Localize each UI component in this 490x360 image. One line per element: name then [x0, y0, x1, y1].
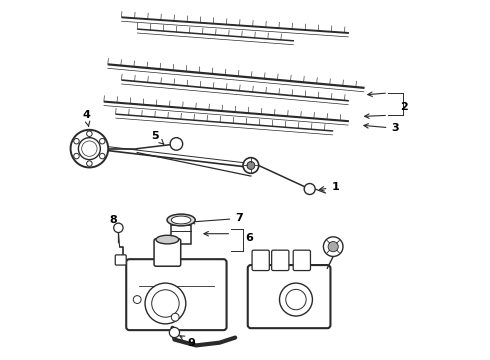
FancyBboxPatch shape	[115, 255, 126, 265]
Circle shape	[247, 162, 255, 170]
Text: 8: 8	[109, 215, 120, 228]
Text: 3: 3	[364, 123, 399, 133]
FancyBboxPatch shape	[171, 225, 191, 244]
Circle shape	[114, 223, 123, 233]
Circle shape	[78, 138, 100, 159]
Circle shape	[323, 237, 343, 256]
Circle shape	[243, 158, 259, 173]
Text: 6: 6	[245, 233, 253, 243]
FancyBboxPatch shape	[248, 265, 330, 328]
Circle shape	[99, 153, 105, 159]
FancyBboxPatch shape	[252, 250, 270, 271]
Text: 2: 2	[400, 103, 408, 112]
FancyBboxPatch shape	[293, 250, 311, 271]
Circle shape	[71, 130, 108, 167]
Circle shape	[133, 296, 141, 303]
Text: 5: 5	[151, 131, 164, 144]
Circle shape	[172, 313, 179, 321]
Circle shape	[82, 141, 97, 156]
Circle shape	[74, 139, 79, 144]
FancyBboxPatch shape	[154, 239, 181, 266]
Circle shape	[99, 139, 105, 144]
Ellipse shape	[167, 214, 195, 226]
Circle shape	[84, 144, 95, 154]
Circle shape	[170, 327, 179, 338]
Circle shape	[87, 131, 92, 136]
Circle shape	[279, 283, 313, 316]
Circle shape	[87, 161, 92, 166]
FancyBboxPatch shape	[271, 250, 289, 271]
Text: 1: 1	[319, 182, 339, 192]
Circle shape	[286, 289, 306, 310]
Circle shape	[170, 138, 183, 150]
Ellipse shape	[172, 216, 191, 224]
Circle shape	[74, 153, 79, 159]
Text: 7: 7	[190, 213, 243, 224]
Circle shape	[152, 290, 179, 317]
Text: 9: 9	[180, 336, 195, 348]
Circle shape	[328, 242, 338, 252]
Circle shape	[304, 184, 315, 194]
Ellipse shape	[156, 235, 179, 244]
FancyBboxPatch shape	[126, 259, 226, 330]
Text: 4: 4	[82, 110, 90, 126]
Circle shape	[145, 283, 186, 324]
